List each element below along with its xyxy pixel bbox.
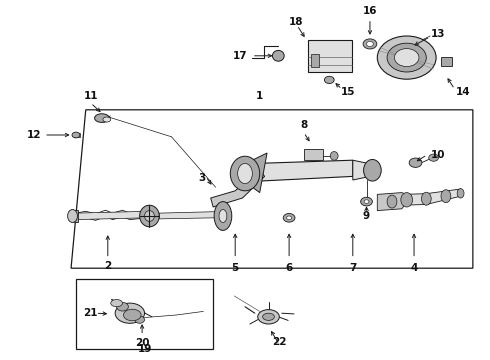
Text: 22: 22: [272, 337, 287, 347]
Ellipse shape: [103, 117, 111, 122]
Text: 11: 11: [83, 91, 98, 101]
Ellipse shape: [258, 310, 279, 324]
Ellipse shape: [377, 36, 436, 79]
Ellipse shape: [394, 49, 419, 67]
Ellipse shape: [283, 213, 295, 222]
Text: 2: 2: [104, 261, 111, 271]
Ellipse shape: [387, 43, 426, 72]
Ellipse shape: [68, 210, 77, 222]
Text: 20: 20: [135, 338, 149, 348]
Ellipse shape: [287, 216, 292, 220]
Ellipse shape: [361, 197, 372, 206]
Polygon shape: [402, 189, 461, 205]
Polygon shape: [245, 160, 353, 182]
Ellipse shape: [272, 50, 284, 61]
Text: 8: 8: [300, 120, 307, 130]
Polygon shape: [245, 153, 267, 193]
Ellipse shape: [214, 202, 232, 230]
Ellipse shape: [441, 190, 451, 203]
Text: 4: 4: [410, 263, 418, 273]
Text: 12: 12: [27, 130, 42, 140]
Ellipse shape: [364, 159, 381, 181]
Text: 14: 14: [456, 87, 470, 97]
Bar: [76, 279, 213, 349]
Text: 1: 1: [256, 91, 263, 101]
Ellipse shape: [387, 195, 397, 208]
Ellipse shape: [111, 300, 122, 307]
Bar: [311, 54, 318, 67]
Bar: [304, 149, 323, 160]
Ellipse shape: [123, 309, 141, 321]
Polygon shape: [159, 212, 216, 219]
Ellipse shape: [115, 303, 145, 323]
Text: 3: 3: [198, 173, 206, 183]
Ellipse shape: [330, 152, 338, 160]
Ellipse shape: [117, 302, 128, 311]
Bar: [441, 57, 452, 66]
Text: 17: 17: [233, 51, 247, 61]
Polygon shape: [76, 211, 147, 220]
Ellipse shape: [238, 163, 252, 184]
Text: 19: 19: [137, 343, 152, 354]
Ellipse shape: [363, 39, 377, 49]
Ellipse shape: [429, 154, 439, 161]
Bar: [308, 40, 352, 72]
Text: 16: 16: [363, 6, 377, 16]
Ellipse shape: [230, 156, 260, 191]
Ellipse shape: [135, 316, 145, 323]
Text: 5: 5: [232, 263, 239, 273]
Text: 10: 10: [431, 150, 446, 160]
Ellipse shape: [324, 76, 334, 84]
Polygon shape: [353, 160, 370, 180]
Ellipse shape: [140, 205, 159, 227]
Ellipse shape: [364, 200, 369, 203]
Ellipse shape: [219, 210, 227, 222]
Polygon shape: [211, 169, 265, 207]
Ellipse shape: [409, 158, 422, 167]
Text: 7: 7: [349, 263, 357, 273]
Text: 9: 9: [363, 211, 370, 221]
Text: 13: 13: [431, 29, 446, 39]
Ellipse shape: [457, 189, 464, 198]
Ellipse shape: [367, 41, 373, 46]
Polygon shape: [74, 210, 78, 222]
Text: 15: 15: [341, 87, 355, 97]
Bar: [274, 53, 280, 59]
Ellipse shape: [263, 313, 274, 320]
Bar: [74, 133, 80, 137]
Text: 6: 6: [286, 263, 293, 273]
Text: 18: 18: [289, 17, 304, 27]
Polygon shape: [377, 193, 412, 211]
Ellipse shape: [145, 211, 154, 221]
Text: 21: 21: [83, 308, 98, 318]
Bar: [327, 78, 333, 81]
Ellipse shape: [421, 192, 431, 205]
Ellipse shape: [72, 132, 80, 138]
Ellipse shape: [95, 114, 109, 122]
Ellipse shape: [401, 193, 413, 207]
